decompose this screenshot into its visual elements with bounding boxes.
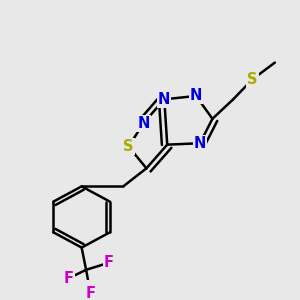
- Text: S: S: [123, 139, 134, 154]
- Text: N: N: [190, 88, 202, 104]
- Text: N: N: [137, 116, 150, 131]
- Text: S: S: [247, 72, 258, 87]
- Text: F: F: [85, 286, 96, 300]
- Text: N: N: [158, 92, 170, 107]
- Text: F: F: [64, 271, 74, 286]
- Text: F: F: [103, 255, 113, 270]
- Text: N: N: [194, 136, 206, 151]
